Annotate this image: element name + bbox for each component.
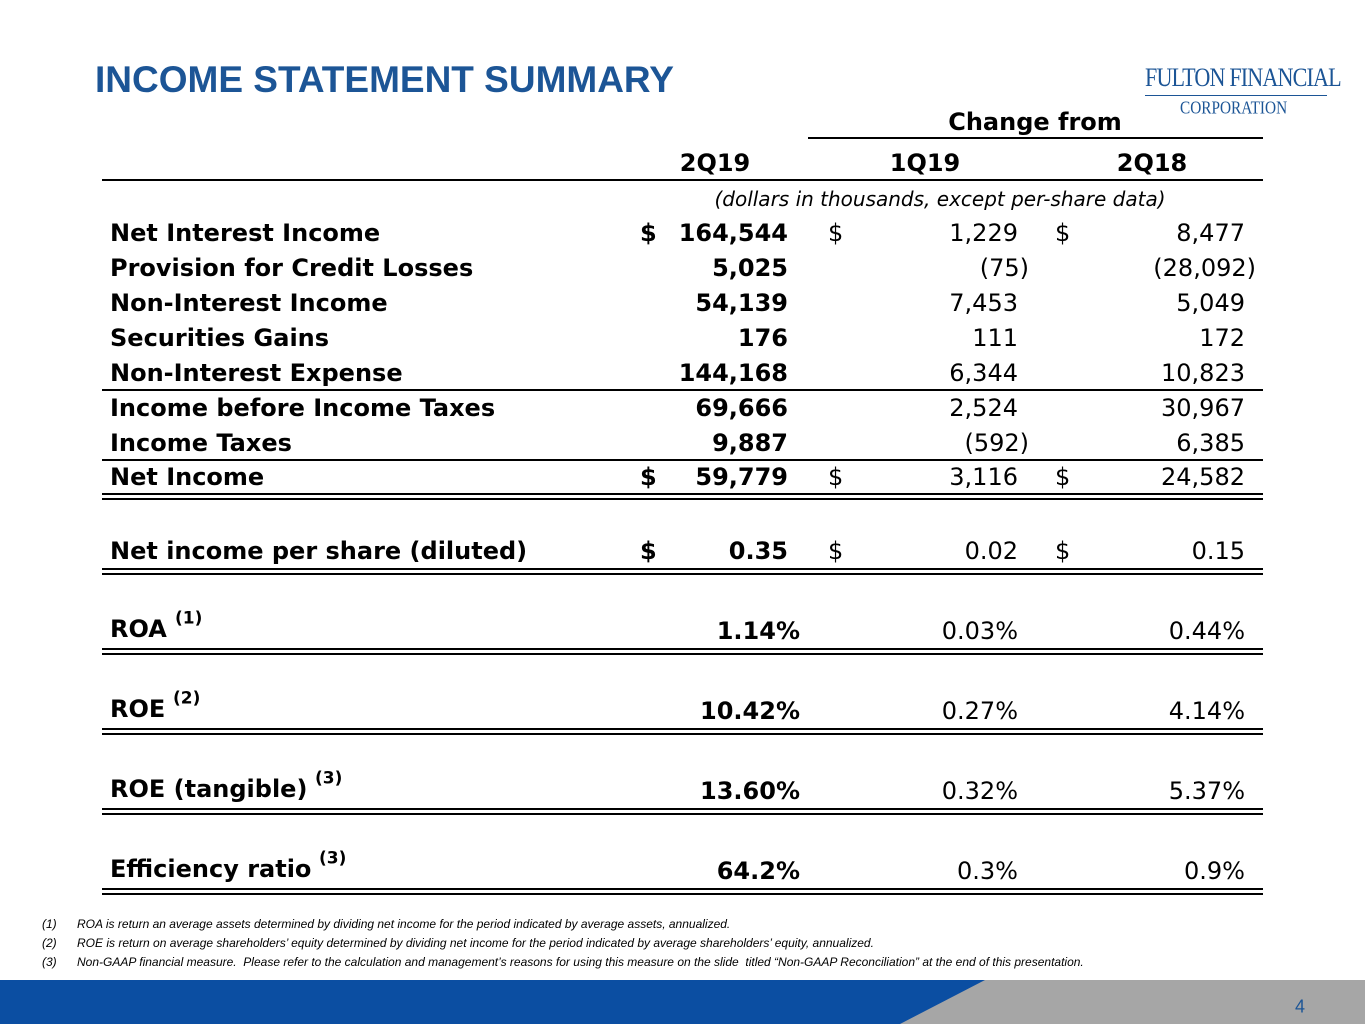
row-rule xyxy=(102,888,1263,895)
column-header: 2Q19 xyxy=(679,149,751,177)
row-label: ROE (tangible) xyxy=(110,775,308,803)
cell-value: 0.44% xyxy=(1168,617,1245,645)
cell-value: 3,116 xyxy=(949,463,1018,491)
footnote-text: Non-GAAP financial measure. Please refer… xyxy=(77,955,1084,969)
row-label: Non-Interest Expense xyxy=(110,359,403,387)
footnote-ref: (3) xyxy=(315,768,343,789)
currency-sign: $ xyxy=(1055,537,1071,565)
cell-value: 24,582 xyxy=(1161,463,1245,491)
footnote-ref: (1) xyxy=(175,608,203,629)
cell-value: 0.3% xyxy=(957,857,1018,885)
row-label: Efficiency ratio xyxy=(110,855,312,883)
cell-value: 5,025 xyxy=(712,254,788,282)
row-rule xyxy=(102,648,1263,655)
cell-value: 0.32% xyxy=(941,777,1018,805)
cell-value: 2,524 xyxy=(949,394,1018,422)
row-label: Net income per share (diluted) xyxy=(110,537,528,565)
cell-value: 164,544 xyxy=(678,219,788,247)
units: (dollars in thousands, except per-share … xyxy=(714,187,1166,211)
footnote-marker: (3) xyxy=(42,955,57,969)
footnote-ref: (3) xyxy=(319,848,347,869)
header-rule xyxy=(102,179,1263,181)
cell-value: 0.27% xyxy=(941,697,1018,725)
page-number: 4 xyxy=(1295,996,1306,1017)
row-rule xyxy=(102,459,1263,461)
cell-value: 30,967 xyxy=(1161,394,1245,422)
row-label: ROA xyxy=(110,615,167,643)
cell-value: 0.9% xyxy=(1184,857,1245,885)
cell-value: 144,168 xyxy=(678,359,788,387)
cell-value: 0.35 xyxy=(728,537,788,565)
cell-value: 54,139 xyxy=(695,289,788,317)
cell-value: (28,092) xyxy=(1153,254,1256,282)
change-from: Change from xyxy=(948,108,1122,136)
cell-value: 69,666 xyxy=(695,394,788,422)
title: INCOME STATEMENT SUMMARY xyxy=(95,59,674,100)
column-header: 1Q19 xyxy=(889,149,961,177)
currency-sign: $ xyxy=(828,463,844,491)
cell-value: 8,477 xyxy=(1176,219,1245,247)
row-rule xyxy=(102,493,1263,500)
currency-sign: $ xyxy=(828,537,844,565)
header-rule xyxy=(808,137,1263,139)
footnote-text: ROA is return an average assets determin… xyxy=(77,917,731,931)
row-rule xyxy=(102,808,1263,815)
cell-value: 0.15 xyxy=(1191,537,1245,565)
cell-value: 172 xyxy=(1199,324,1245,352)
logo-name: FULTON FINANCIAL xyxy=(1145,63,1342,92)
cell-value: 6,385 xyxy=(1176,429,1245,457)
cell-value: 1,229 xyxy=(949,219,1018,247)
row-label: ROE xyxy=(110,695,166,723)
footnote-marker: (2) xyxy=(42,936,57,950)
currency-sign: $ xyxy=(828,219,844,247)
cell-value: 5.37% xyxy=(1168,777,1245,805)
cell-value: 10.42% xyxy=(700,697,800,725)
currency-sign: $ xyxy=(1055,219,1071,247)
cell-value: 6,344 xyxy=(949,359,1018,387)
cell-value: 13.60% xyxy=(700,777,800,805)
cell-value: (592) xyxy=(964,429,1029,457)
cell-value: 1.14% xyxy=(716,617,800,645)
row-label: Income Taxes xyxy=(110,429,292,457)
footer-band xyxy=(0,980,1365,1024)
currency-sign: $ xyxy=(640,463,657,491)
row-label: Net Income xyxy=(110,463,265,491)
footnote-marker: (1) xyxy=(42,917,57,931)
cell-value: 111 xyxy=(972,324,1018,352)
footer-blue xyxy=(0,980,985,1024)
cell-value: (75) xyxy=(979,254,1029,282)
row-label: Income before Income Taxes xyxy=(110,394,496,422)
row-label: Net Interest Income xyxy=(110,219,381,247)
logo-rule xyxy=(1145,95,1327,96)
cell-value: 9,887 xyxy=(712,429,788,457)
logo-sub: CORPORATION xyxy=(1180,97,1288,118)
row-rule xyxy=(102,568,1263,575)
cell-value: 4.14% xyxy=(1168,697,1245,725)
row-rule xyxy=(102,389,1263,391)
footnote-ref: (2) xyxy=(173,688,201,709)
column-header: 2Q18 xyxy=(1116,149,1188,177)
cell-value: 59,779 xyxy=(695,463,788,491)
row-label: Provision for Credit Losses xyxy=(110,254,474,282)
cell-value: 176 xyxy=(737,324,788,352)
cell-value: 64.2% xyxy=(716,857,800,885)
cell-value: 0.03% xyxy=(941,617,1018,645)
row-label: Non-Interest Income xyxy=(110,289,388,317)
cell-value: 10,823 xyxy=(1161,359,1245,387)
cell-value: 5,049 xyxy=(1176,289,1245,317)
cell-value: 7,453 xyxy=(949,289,1018,317)
footnote-text: ROE is return on average shareholders’ e… xyxy=(77,936,874,950)
currency-sign: $ xyxy=(640,219,657,247)
row-label: Securities Gains xyxy=(110,324,330,352)
row-rule xyxy=(102,728,1263,735)
currency-sign: $ xyxy=(640,537,657,565)
cell-value: 0.02 xyxy=(964,537,1018,565)
currency-sign: $ xyxy=(1055,463,1071,491)
